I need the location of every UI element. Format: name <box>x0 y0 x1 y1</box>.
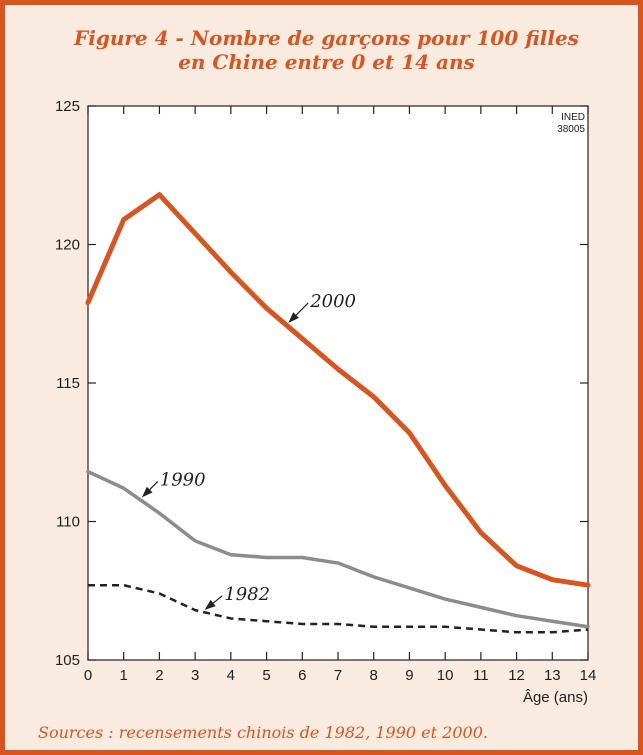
chart-subtitle: en Chine entre 0 et 14 ans <box>178 50 475 74</box>
series-line-1990 <box>86 469 590 629</box>
x-tick-label: 3 <box>191 667 199 684</box>
x-tick-label: 11 <box>473 667 489 684</box>
y-tick-label: 125 <box>55 98 80 115</box>
series-label-1990: 1990 <box>160 469 206 490</box>
x-axis: 0 1 2 3 4 5 6 7 8 9 10 11 12 13 14 <box>84 106 597 684</box>
series-label-arrowhead <box>204 599 216 610</box>
x-tick-label: 1 <box>120 667 128 684</box>
y-tick-label: 105 <box>55 652 80 669</box>
x-tick-label: 5 <box>262 667 270 684</box>
x-tick-label: 6 <box>298 667 306 684</box>
series-line-1982 <box>88 583 589 634</box>
series-lines <box>85 192 591 634</box>
x-tick-label: 13 <box>544 667 561 684</box>
x-axis-label: Âge (ans) <box>523 689 588 706</box>
chart-title: Figure 4 - Nombre de garçons pour 100 fi… <box>74 26 579 50</box>
x-tick-label: 0 <box>84 667 92 684</box>
source-note: Sources : recensements chinois de 1982, … <box>38 723 488 742</box>
y-tick-label: 120 <box>55 237 80 254</box>
ined-code-annotation: 38005 <box>557 124 585 135</box>
series-label-arrowhead <box>141 486 153 498</box>
x-tick-label: 8 <box>370 667 378 684</box>
series-label-pointer <box>295 302 309 316</box>
y-axis: 105 110 115 120 125 <box>55 98 588 669</box>
series-label-pointer <box>149 481 159 491</box>
series-line-2000 <box>85 192 591 588</box>
series-label-2000: 2000 <box>309 291 356 312</box>
series-label-arrowhead <box>288 312 299 323</box>
x-tick-label: 7 <box>334 667 342 684</box>
plot-area <box>87 105 589 661</box>
x-tick-label: 14 <box>580 667 597 684</box>
y-tick-label: 115 <box>56 375 80 392</box>
series-label-1982: 1982 <box>224 584 270 605</box>
series-labels: 2000 1990 1982 <box>141 291 356 610</box>
x-tick-label: 12 <box>508 667 525 684</box>
x-tick-label: 9 <box>405 667 413 684</box>
y-tick-label: 110 <box>56 514 80 531</box>
ined-annotation: INED <box>561 112 585 123</box>
x-tick-label: 4 <box>227 667 235 684</box>
x-tick-label: 2 <box>155 667 163 684</box>
x-tick-label: 10 <box>437 667 454 684</box>
series-label-pointer <box>212 595 223 604</box>
